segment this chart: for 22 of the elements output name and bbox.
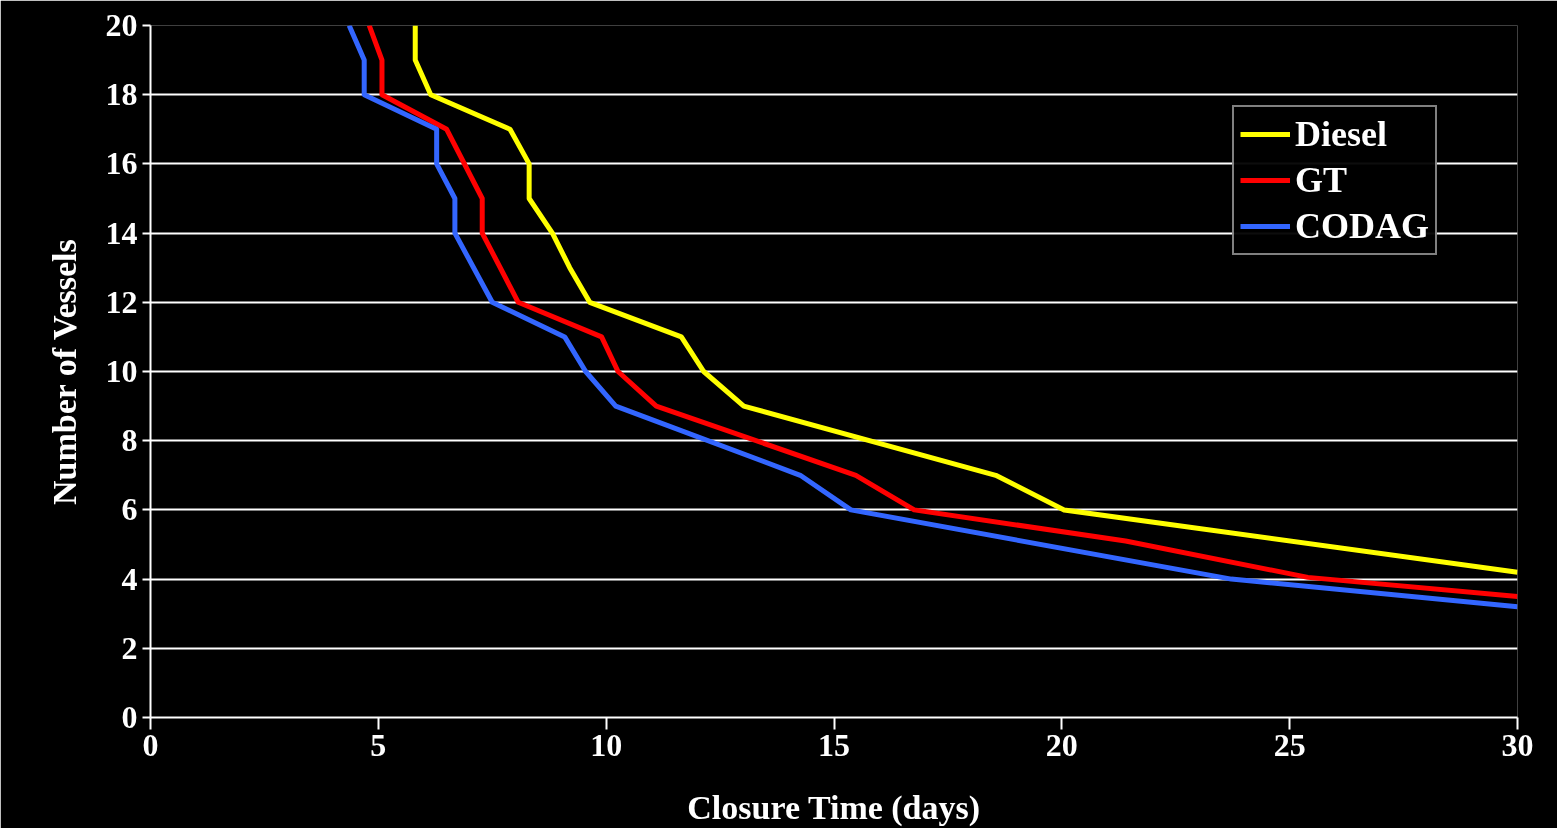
legend-label: Diesel xyxy=(1295,113,1387,155)
y-tick-label: 2 xyxy=(121,629,138,666)
x-tick-label: 20 xyxy=(1045,726,1078,763)
x-axis-title: Closure Time (days) xyxy=(687,788,981,827)
y-tick-label: 18 xyxy=(105,76,138,113)
x-tick-label: 15 xyxy=(818,726,850,763)
legend-label: GT xyxy=(1295,159,1348,201)
y-tick-label: 6 xyxy=(121,491,138,528)
y-tick-label: 12 xyxy=(105,283,138,320)
y-tick-label: 0 xyxy=(121,699,138,735)
y-tick-label: 20 xyxy=(105,7,138,43)
y-tick-label: 8 xyxy=(121,422,138,459)
x-tick-label: 10 xyxy=(590,726,623,763)
y-tick-label: 16 xyxy=(105,145,138,182)
x-tick-label: 5 xyxy=(370,726,387,763)
y-axis-title: Number of Vessels xyxy=(45,239,83,505)
y-tick-label: 14 xyxy=(105,214,138,251)
y-tick-label: 10 xyxy=(105,353,138,389)
x-tick-label: 30 xyxy=(1501,726,1534,763)
y-tick-label: 4 xyxy=(121,560,138,597)
legend-label: CODAG xyxy=(1295,205,1429,247)
x-tick-label: 25 xyxy=(1273,726,1306,763)
